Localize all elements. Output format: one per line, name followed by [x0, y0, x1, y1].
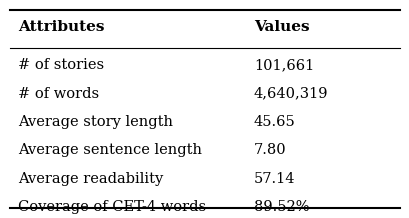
Text: Values: Values: [253, 20, 309, 34]
Text: 89.52%: 89.52%: [253, 200, 309, 214]
Text: 7.80: 7.80: [253, 143, 286, 157]
Text: # of words: # of words: [18, 87, 99, 101]
Text: 101,661: 101,661: [253, 58, 313, 72]
Text: 45.65: 45.65: [253, 115, 295, 129]
Text: 4,640,319: 4,640,319: [253, 87, 328, 101]
Text: Attributes: Attributes: [18, 20, 104, 34]
Text: Average readability: Average readability: [18, 172, 162, 186]
Text: Coverage of CET-4 words: Coverage of CET-4 words: [18, 200, 205, 214]
Text: Average story length: Average story length: [18, 115, 172, 129]
Text: 57.14: 57.14: [253, 172, 294, 186]
Text: # of stories: # of stories: [18, 58, 103, 72]
Text: Average sentence length: Average sentence length: [18, 143, 201, 157]
